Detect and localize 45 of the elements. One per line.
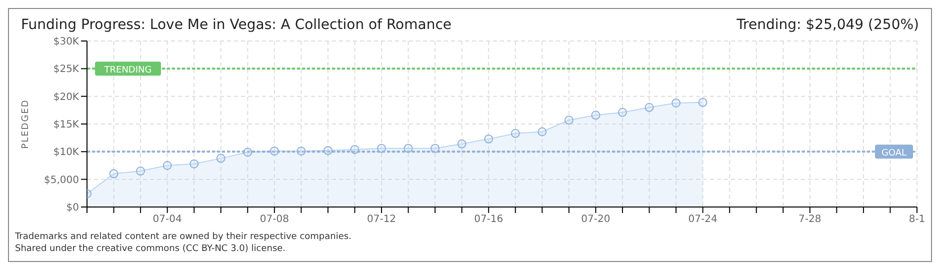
point — [136, 166, 146, 176]
point — [109, 169, 118, 178]
x-tick-label: 07-04 — [152, 214, 182, 226]
y-tick-label: $5,000 — [44, 174, 79, 186]
point — [350, 144, 360, 154]
chart-subtitle: Trending: $25,049 (250%) — [736, 17, 919, 33]
x-tick-label: 07-12 — [366, 214, 396, 226]
point — [190, 159, 199, 168]
x-tick-label: 07-08 — [260, 214, 289, 226]
point — [484, 134, 494, 144]
chart-title: Funding Progress: Love Me in Vegas: A Collection of Romance — [21, 17, 452, 33]
point — [404, 144, 413, 153]
ref-line-label: GOAL — [881, 148, 907, 159]
point — [162, 161, 172, 170]
y-axis-title: PLEDGED — [21, 99, 32, 149]
point — [323, 146, 332, 156]
y-tick-label: $15K — [53, 120, 80, 131]
x-tick-label: 8-1 — [908, 214, 926, 226]
x-tick-label: 07-24 — [688, 214, 718, 226]
y-tick-label: $20K — [53, 92, 80, 103]
point — [538, 127, 547, 136]
point — [296, 146, 306, 156]
y-tick-label: $10K — [53, 147, 80, 158]
point — [270, 146, 279, 156]
point — [698, 98, 708, 107]
y-tick-label: $30K — [53, 36, 80, 48]
point — [430, 144, 440, 153]
y-tick-label: $25K — [53, 64, 80, 76]
point — [644, 102, 654, 112]
point — [618, 108, 627, 117]
x-tick-label: 07-20 — [581, 214, 610, 226]
point — [591, 110, 600, 120]
point — [243, 148, 252, 157]
point — [216, 154, 226, 163]
ref-line-label: TRENDING — [103, 66, 152, 76]
point — [457, 139, 466, 148]
point — [377, 144, 386, 153]
point — [672, 98, 681, 108]
text: Shared under the creative commons (CC BY-NC 3.0) license. — [15, 243, 287, 255]
y-tick-label: $0 — [66, 202, 79, 214]
x-tick-label: 07-16 — [474, 214, 504, 226]
point — [510, 128, 520, 138]
x-tick-label: 7-28 — [798, 214, 822, 226]
text: Trademarks and related content are owned by their respective companies. — [15, 231, 352, 243]
point — [564, 116, 574, 125]
